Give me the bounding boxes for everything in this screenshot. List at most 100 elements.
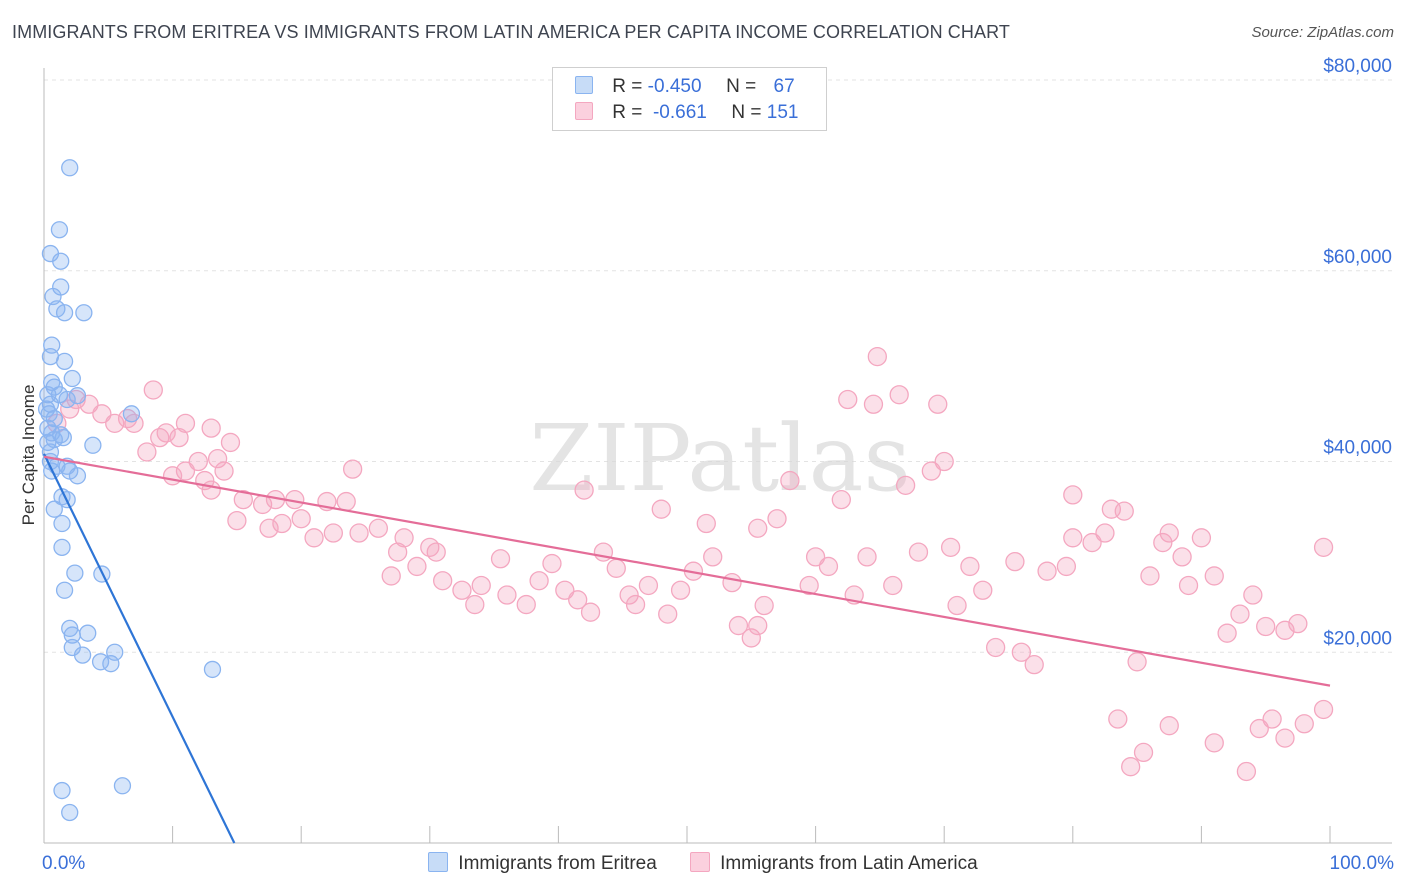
latin-america-point-126 — [1275, 728, 1295, 748]
watermark: ZIPatlas — [529, 405, 910, 512]
latin-america-point-44 — [497, 585, 517, 605]
latin-america-point-87 — [1005, 551, 1025, 572]
latin-america-point-18 — [201, 480, 221, 500]
eritrea-point-57 — [61, 803, 79, 822]
latin-america-point-93 — [1082, 532, 1102, 553]
eritrea-point-45 — [55, 581, 74, 599]
latin-america-point-58 — [670, 580, 691, 600]
x-tick-label-max: 100.0% — [1330, 853, 1395, 874]
latin-america-point-75 — [863, 394, 884, 414]
latin-america-point-8 — [124, 413, 144, 434]
series-legend: Immigrants from Eritrea Immigrants from … — [0, 852, 1406, 875]
latin-america-point-25 — [342, 459, 363, 479]
latin-america-point-29 — [304, 528, 324, 548]
latin-america-point-11 — [137, 442, 157, 462]
x-tick-label-min: 0.0% — [42, 853, 85, 874]
eritrea-point-40 — [45, 500, 63, 518]
chart-title: IMMIGRANTS FROM ERITREA VS IMMIGRANTS FR… — [12, 22, 1010, 42]
eritrea-point-31 — [41, 443, 60, 461]
latin-america-point-63 — [728, 615, 749, 636]
legend-n-label: N = — [731, 102, 762, 123]
eritrea-point-21 — [40, 405, 58, 423]
eritrea-point-22 — [122, 405, 141, 423]
latin-america-point-1 — [60, 399, 80, 419]
latin-america-point-66 — [754, 595, 774, 616]
legend-row-eritrea: R = -0.450 N = 67 — [575, 76, 795, 100]
latin-america-point-89 — [1024, 654, 1044, 675]
latin-america-point-43 — [490, 549, 511, 569]
latin-america-point-120 — [1133, 742, 1154, 763]
latin-america-point-111 — [1313, 537, 1334, 557]
eritrea-point-55 — [53, 781, 71, 800]
eritrea-point-56 — [113, 777, 132, 795]
latin-america-point-40 — [452, 580, 472, 600]
y-tick-label-2: $60,000 — [1323, 247, 1392, 268]
eritrea-point-0 — [61, 159, 79, 177]
trend-line-eritrea — [43, 453, 236, 844]
latin-america-point-124 — [1249, 718, 1269, 739]
eritrea-point-7 — [55, 304, 74, 322]
latin-america-point-90 — [1037, 561, 1057, 581]
latin-america-point-123 — [1236, 761, 1257, 782]
eritrea-point-23 — [45, 409, 63, 428]
latin-america-point-68 — [780, 470, 800, 491]
eritrea-point-18 — [58, 390, 76, 409]
latin-america-point-48 — [555, 580, 575, 600]
latin-america-point-24 — [291, 509, 311, 529]
eritrea-point-37 — [68, 467, 87, 485]
x-tick-labels: 0.0% 100.0% — [42, 853, 1394, 874]
latin-america-point-100 — [1159, 523, 1179, 543]
legend-label-latin-america: Immigrants from Latin America — [720, 853, 978, 874]
latin-america-point-99 — [1153, 532, 1173, 553]
chart-source: Source: ZipAtlas.com — [1251, 24, 1394, 41]
series-eritrea-points — [37, 159, 222, 822]
latin-america-point-69 — [799, 575, 819, 596]
eritrea-point-43 — [66, 564, 84, 582]
latin-america-point-114 — [838, 389, 858, 410]
latin-america-point-80 — [934, 451, 954, 472]
latin-america-point-129 — [336, 491, 356, 512]
latin-america-point-16 — [162, 466, 183, 486]
latin-america-point-86 — [985, 637, 1006, 658]
eritrea-point-41 — [53, 514, 71, 533]
latin-america-point-15 — [214, 461, 234, 481]
latin-america-point-127 — [1294, 714, 1314, 734]
eritrea-point-30 — [84, 436, 102, 454]
latin-america-point-46 — [529, 571, 549, 591]
trend-line-latin-america — [43, 455, 1331, 687]
latin-america-point-98 — [1140, 566, 1160, 586]
latin-america-point-64 — [741, 628, 761, 648]
y-tick-label-1: $40,000 — [1323, 438, 1392, 459]
legend-r-value: -0.661 — [647, 102, 707, 123]
latin-america-point-113 — [889, 385, 909, 405]
latin-america-point-56 — [651, 499, 671, 519]
legend-swatch-eritrea — [575, 76, 593, 94]
latin-america-point-102 — [1178, 575, 1199, 596]
latin-america-point-79 — [921, 461, 941, 481]
legend-swatch-eritrea — [428, 852, 449, 872]
eritrea-point-50 — [73, 646, 92, 664]
latin-america-point-105 — [1217, 623, 1237, 643]
latin-america-point-115 — [574, 480, 594, 500]
latin-america-point-96 — [1114, 501, 1134, 521]
legend-n-value: 67 — [773, 76, 795, 97]
latin-america-point-19 — [233, 489, 253, 510]
latin-america-point-82 — [940, 537, 961, 557]
latin-america-point-121 — [1159, 716, 1179, 736]
latin-america-point-12 — [188, 451, 208, 472]
latin-america-point-78 — [908, 542, 929, 562]
latin-america-point-132 — [201, 418, 221, 438]
legend-r-label: R = — [612, 76, 643, 97]
latin-america-point-32 — [368, 518, 389, 538]
latin-america-point-36 — [426, 542, 446, 562]
latin-america-point-104 — [1204, 566, 1224, 586]
eritrea-point-16 — [68, 387, 87, 405]
latin-america-point-72 — [831, 489, 851, 510]
legend-swatch-latin-america — [575, 102, 593, 120]
latin-america-point-116 — [748, 518, 768, 538]
latin-america-point-31 — [349, 523, 369, 543]
latin-america-point-49 — [568, 590, 588, 610]
latin-america-point-133 — [220, 432, 241, 453]
legend-row-latin-america: R = -0.661 N = 151 — [575, 102, 798, 126]
